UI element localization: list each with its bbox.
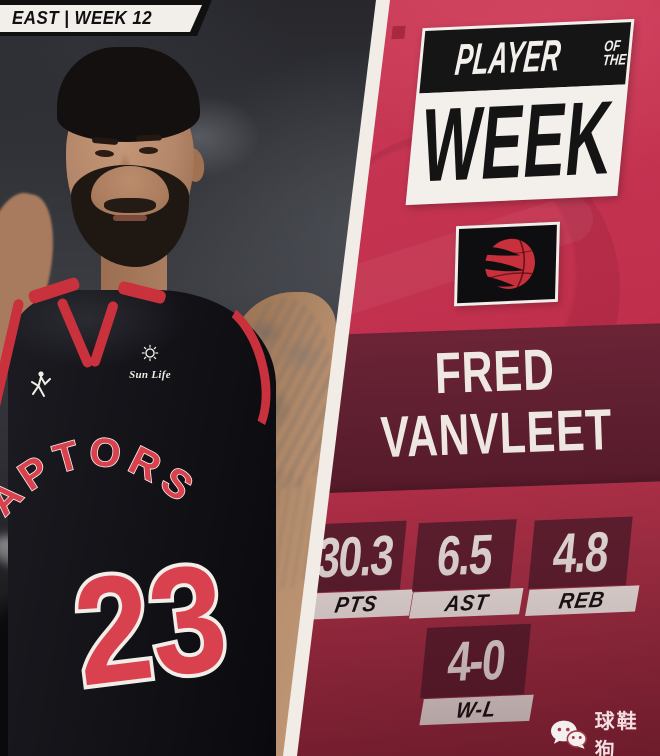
team-logo-box <box>453 221 561 307</box>
jersey-sponsor: Sun Life <box>116 344 184 381</box>
raptors-claw-basketball-icon <box>473 238 535 289</box>
badge-face: EAST | WEEK 12 <box>0 5 202 32</box>
sun-icon <box>141 344 159 362</box>
player-jersey <box>8 290 276 756</box>
player-mouth <box>113 215 147 221</box>
wechat-icon <box>550 720 587 749</box>
jersey-number: 23 <box>50 512 250 737</box>
svg-text:APTORS: APTORS <box>0 430 206 524</box>
player-eye <box>139 147 158 154</box>
jersey-wordmark: APTORS <box>0 400 232 560</box>
watermark-text: 球鞋狗 <box>594 711 639 756</box>
jumpman-icon <box>30 370 52 405</box>
player-hair <box>57 47 200 142</box>
player-mustache <box>104 198 156 213</box>
watermark: 球鞋狗 <box>550 705 660 756</box>
svg-text:23: 23 <box>66 531 236 718</box>
conference-week-label: EAST | WEEK 12 <box>12 8 153 28</box>
sponsor-label: Sun Life <box>129 369 171 381</box>
